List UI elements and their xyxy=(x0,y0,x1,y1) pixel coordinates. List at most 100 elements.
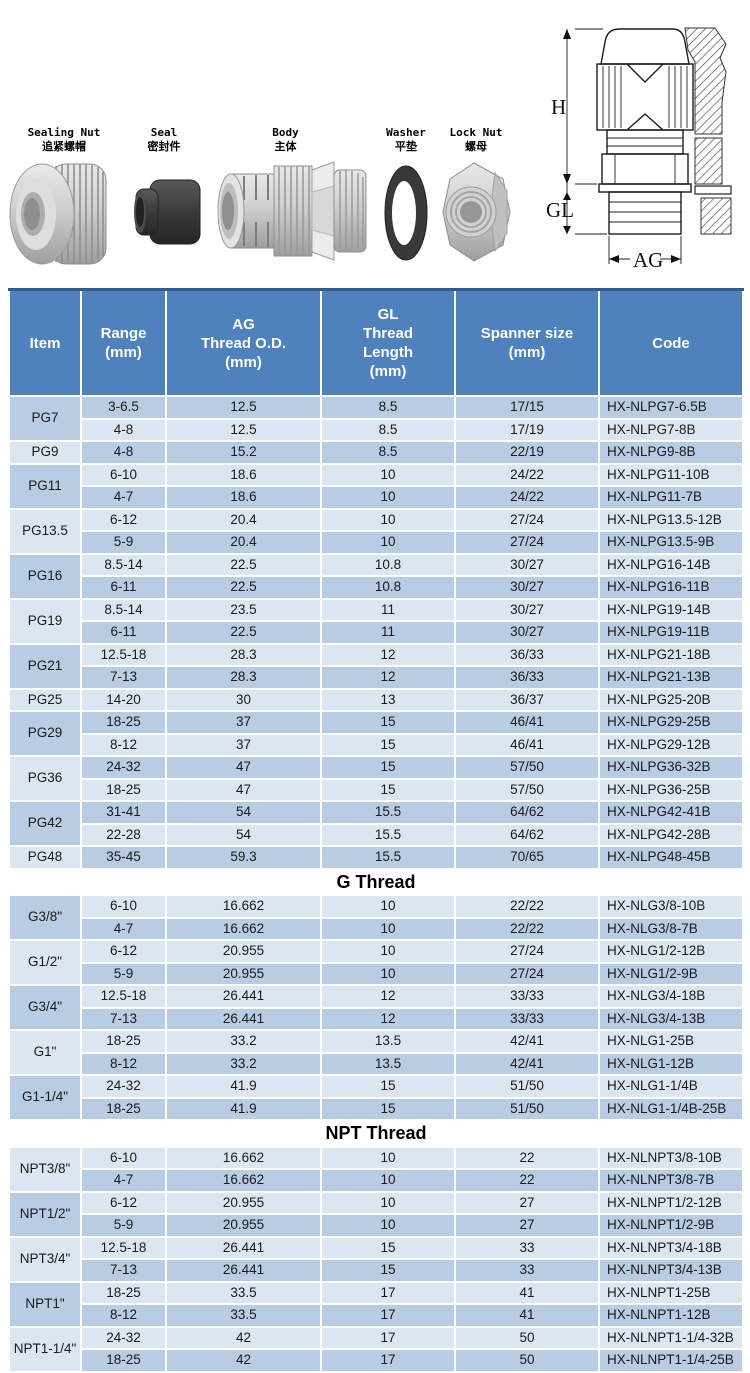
range-cell: 6-11 xyxy=(80,575,167,600)
spanner-cell: 64/62 xyxy=(454,800,600,825)
table-row: 7-13 26.441 15 33 HX-NLNPT3/4-13B xyxy=(9,1258,744,1283)
spanner-cell: 27/24 xyxy=(454,507,600,532)
code-cell: HX-NLPG42-41B xyxy=(598,800,744,825)
code-cell: HX-NLPG16-11B xyxy=(598,575,744,600)
range-cell: 7-13 xyxy=(80,665,167,690)
range-cell: 4-8 xyxy=(80,417,167,442)
item-cell: PG29 xyxy=(8,710,82,757)
spanner-cell: 27 xyxy=(454,1213,600,1238)
label-body: Body 主体 xyxy=(272,126,299,153)
table-header-row: Item Range (mm) AG Thread O.D. (mm) GL T… xyxy=(8,288,744,397)
range-cell: 12.5-18 xyxy=(80,642,167,667)
spanner-cell: 51/50 xyxy=(454,1074,600,1099)
range-cell: 18-25 xyxy=(80,1096,167,1121)
code-cell: HX-NLPG21-13B xyxy=(598,665,744,690)
table-row: 6-11 22.5 10.8 30/27 HX-NLPG16-11B xyxy=(9,575,744,600)
code-cell: HX-NLPG21-18B xyxy=(598,642,744,667)
code-cell: HX-NLNPT3/4-13B xyxy=(598,1258,744,1283)
gl-length-cell: 17 xyxy=(320,1303,456,1328)
table-row: PG21 12.5-18 28.3 12 36/33 HX-NLPG21-18B xyxy=(8,642,744,690)
spanner-cell: 27 xyxy=(454,1190,600,1215)
item-cell: PG7 xyxy=(8,395,82,442)
table-row: 18-25 41.9 15 51/50 HX-NLG1-1/4B-25B xyxy=(9,1096,744,1121)
range-cell: 12.5-18 xyxy=(80,984,167,1009)
code-cell: HX-NLPG19-14B xyxy=(598,597,744,622)
gl-length-cell: 10 xyxy=(320,530,456,555)
gl-length-cell: 17 xyxy=(320,1348,456,1373)
item-cell: PG42 xyxy=(8,800,82,847)
gl-length-cell: 13 xyxy=(320,687,456,712)
gl-length-cell: 10 xyxy=(320,961,456,986)
spanner-cell: 17/15 xyxy=(454,395,600,420)
lock-nut-image xyxy=(442,162,511,262)
item-cell: G1/2" xyxy=(8,939,82,986)
ag-od-cell: 20.955 xyxy=(165,961,322,986)
table-row: G3/8" 6-10 16.662 10 22/22 HX-NLG3/8-10B xyxy=(8,894,744,941)
range-cell: 4-7 xyxy=(80,485,167,510)
gl-length-cell: 13.5 xyxy=(320,1029,456,1054)
ag-od-cell: 33.2 xyxy=(165,1051,322,1076)
gl-length-cell: 12 xyxy=(320,1006,456,1031)
gl-length-cell: 12 xyxy=(320,642,456,667)
range-cell: 5-9 xyxy=(80,961,167,986)
spanner-cell: 33/33 xyxy=(454,984,600,1009)
code-cell: HX-NLPG36-25B xyxy=(598,777,744,802)
ag-od-cell: 33.5 xyxy=(165,1280,322,1305)
range-cell: 18-25 xyxy=(80,1280,167,1305)
table-row: 4-8 12.5 8.5 17/19 HX-NLPG7-8B xyxy=(9,417,744,442)
ag-od-cell: 15.2 xyxy=(165,440,322,465)
spanner-cell: 24/22 xyxy=(454,462,600,487)
code-cell: HX-NLNPT1/2-9B xyxy=(598,1213,744,1238)
range-cell: 22-28 xyxy=(80,822,167,847)
table-row: PG13.5 6-12 20.4 10 27/24 HX-NLPG13.5-12B xyxy=(8,507,744,555)
code-cell: HX-NLNPT1-12B xyxy=(598,1303,744,1328)
dim-label-h: H xyxy=(551,95,566,119)
gl-length-cell: 12 xyxy=(320,984,456,1009)
spanner-cell: 27/24 xyxy=(454,961,600,986)
table-row: 18-25 42 17 50 HX-NLNPT1-1/4-25B xyxy=(9,1348,744,1373)
gl-length-cell: 10 xyxy=(320,485,456,510)
ag-od-cell: 26.441 xyxy=(165,984,322,1009)
dim-label-gl: GL xyxy=(546,198,574,222)
ag-od-cell: 18.6 xyxy=(165,485,322,510)
table-row: NPT1/2" 6-12 20.955 10 27 HX-NLNPT1/2-12B xyxy=(8,1190,744,1238)
gl-length-cell: 17 xyxy=(320,1325,456,1350)
col-header-ag-od: AG Thread O.D. (mm) xyxy=(165,288,322,397)
dim-label-ag: AG xyxy=(633,248,663,272)
table-row: 8-12 33.2 13.5 42/41 HX-NLG1-12B xyxy=(9,1051,744,1076)
spanner-cell: 64/62 xyxy=(454,822,600,847)
table-row: PG25 14-20 30 13 36/37 HX-NLPG25-20B xyxy=(8,687,744,712)
ag-od-cell: 23.5 xyxy=(165,597,322,622)
gl-length-cell: 8.5 xyxy=(320,395,456,420)
range-cell: 6-12 xyxy=(80,1190,167,1215)
code-cell: HX-NLG3/8-10B xyxy=(598,894,744,919)
ag-od-cell: 26.441 xyxy=(165,1006,322,1031)
spanner-cell: 51/50 xyxy=(454,1096,600,1121)
item-cell: PG13.5 xyxy=(8,507,82,555)
code-cell: HX-NLPG13.5-9B xyxy=(598,530,744,555)
code-cell: HX-NLNPT1-1/4-32B xyxy=(598,1325,744,1350)
ag-od-cell: 22.5 xyxy=(165,620,322,645)
table-row: 5-9 20.955 10 27 HX-NLNPT1/2-9B xyxy=(9,1213,744,1238)
code-cell: HX-NLG1-1/4B xyxy=(598,1074,744,1099)
gl-length-cell: 15 xyxy=(320,1258,456,1283)
col-header-spanner: Spanner size (mm) xyxy=(454,288,600,397)
table-row: G1" 18-25 33.2 13.5 42/41 HX-NLG1-25B xyxy=(8,1029,744,1076)
spanner-cell: 33/33 xyxy=(454,1006,600,1031)
spanner-cell: 22/22 xyxy=(454,916,600,941)
range-cell: 8-12 xyxy=(80,732,167,757)
ag-od-cell: 16.662 xyxy=(165,916,322,941)
gl-length-cell: 10 xyxy=(320,462,456,487)
table-row: PG16 8.5-14 22.5 10.8 30/27 HX-NLPG16-14B xyxy=(8,552,744,600)
table-row: 7-13 26.441 12 33/33 HX-NLG3/4-13B xyxy=(9,1006,744,1031)
ag-od-cell: 47 xyxy=(165,777,322,802)
spanner-cell: 30/27 xyxy=(454,597,600,622)
gl-length-cell: 11 xyxy=(320,620,456,645)
col-header-code: Code xyxy=(598,288,744,397)
ag-od-cell: 28.3 xyxy=(165,642,322,667)
code-cell: HX-NLNPT3/8-7B xyxy=(598,1168,744,1193)
range-cell: 31-41 xyxy=(80,800,167,825)
table-row: PG48 35-45 59.3 15.5 70/65 HX-NLPG48-45B xyxy=(8,845,744,870)
gl-length-cell: 10 xyxy=(320,1190,456,1215)
code-cell: HX-NLPG11-7B xyxy=(598,485,744,510)
